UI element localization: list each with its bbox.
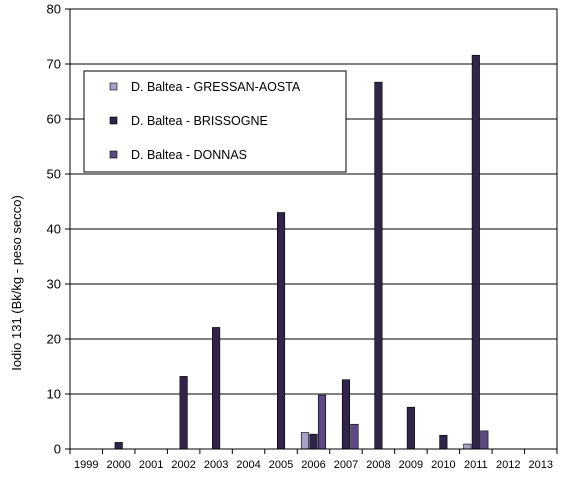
bar xyxy=(317,394,327,450)
x-tick-label: 2012 xyxy=(496,459,520,471)
x-tick-label: 2011 xyxy=(464,459,488,471)
x-tick-label: 1999 xyxy=(74,459,98,471)
bar xyxy=(114,442,123,450)
legend-label: D. Baltea - BRISSOGNE xyxy=(131,114,268,128)
bar xyxy=(463,443,472,450)
y-tick-label: 30 xyxy=(47,277,61,292)
x-tick-label: 2009 xyxy=(399,459,423,471)
bar xyxy=(341,379,351,450)
bar xyxy=(374,81,383,450)
plot-area-border xyxy=(69,8,558,450)
bar xyxy=(350,423,359,450)
x-tick-label: 2007 xyxy=(334,459,358,471)
bar xyxy=(406,406,415,450)
legend-swatch xyxy=(109,150,118,159)
bar xyxy=(439,434,448,450)
legend-box xyxy=(83,70,347,173)
y-tick-labels: 0 10 20 30 40 50 60 70 80 xyxy=(47,2,61,457)
legend-swatch xyxy=(109,116,118,125)
legend-label: D. Baltea - GRESSAN-AOSTA xyxy=(131,80,301,94)
bar xyxy=(212,327,221,450)
bar xyxy=(179,376,188,450)
x-tick-label: 2005 xyxy=(269,459,293,471)
bar xyxy=(300,432,310,450)
y-tick-label: 20 xyxy=(47,332,61,347)
y-tick-label: 70 xyxy=(47,57,61,72)
x-tick-label: 2002 xyxy=(171,459,195,471)
x-tick-label: 2004 xyxy=(236,459,260,471)
y-tick-label: 50 xyxy=(47,167,61,182)
axes xyxy=(69,8,558,454)
x-tick-label: 2013 xyxy=(529,459,553,471)
x-tick-label: 2010 xyxy=(431,459,455,471)
bar xyxy=(471,54,480,450)
x-tick-label: 2001 xyxy=(139,459,163,471)
bars xyxy=(114,54,489,450)
bar xyxy=(276,212,286,450)
legend-label: D. Baltea - DONNAS xyxy=(131,148,247,162)
legend-swatch xyxy=(109,82,118,91)
y-tick-label: 60 xyxy=(47,112,61,127)
x-tick-label: 2003 xyxy=(204,459,228,471)
x-tick-labels: 1999 2000 2001 2002 2003 2004 2005 2006 2007 2008… xyxy=(74,459,553,471)
legend: D. Baltea - GRESSAN-AOSTA D. Baltea - BRI… xyxy=(83,70,347,173)
bar xyxy=(480,430,489,450)
y-tick-label: 0 xyxy=(54,442,61,457)
x-tick-label: 2006 xyxy=(301,459,325,471)
y-axis-title: Iodio 131 (Bk/kg - peso secco) xyxy=(9,195,24,371)
x-tick-label: 2000 xyxy=(106,459,130,471)
y-tick-label: 80 xyxy=(47,2,61,17)
bar xyxy=(309,433,318,450)
y-tick-label: 10 xyxy=(47,387,61,402)
y-tick-label: 40 xyxy=(47,222,61,237)
x-tick-label: 2008 xyxy=(366,459,390,471)
